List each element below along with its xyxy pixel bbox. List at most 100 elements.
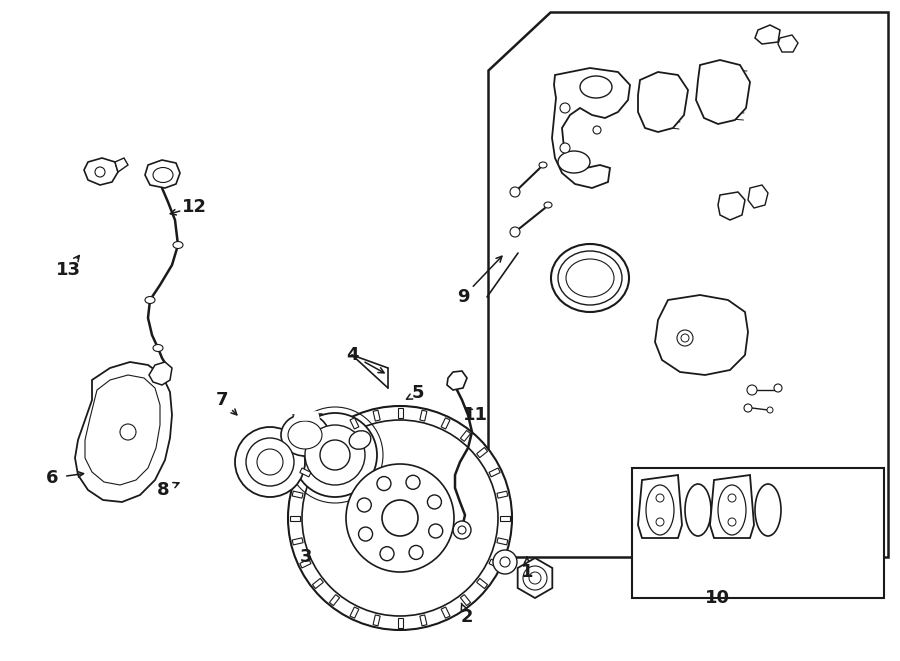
Text: 2: 2 — [461, 608, 473, 626]
Circle shape — [428, 524, 443, 538]
Circle shape — [510, 187, 520, 197]
Polygon shape — [85, 375, 160, 485]
Ellipse shape — [288, 421, 322, 449]
Circle shape — [377, 477, 391, 490]
Polygon shape — [638, 72, 688, 132]
Circle shape — [728, 518, 736, 526]
Text: 4: 4 — [346, 346, 358, 364]
Bar — [398, 618, 402, 628]
Circle shape — [677, 330, 693, 346]
Circle shape — [500, 557, 510, 567]
Polygon shape — [778, 35, 798, 52]
Bar — [312, 578, 323, 588]
Ellipse shape — [551, 244, 629, 312]
Polygon shape — [447, 371, 467, 390]
Polygon shape — [518, 558, 553, 598]
Circle shape — [523, 566, 547, 590]
Bar — [374, 615, 380, 626]
Circle shape — [257, 449, 283, 475]
Bar — [441, 418, 450, 429]
Polygon shape — [710, 475, 754, 538]
Polygon shape — [293, 411, 320, 421]
Polygon shape — [655, 295, 748, 375]
Circle shape — [728, 494, 736, 502]
Polygon shape — [145, 160, 180, 188]
Circle shape — [747, 385, 757, 395]
Circle shape — [246, 438, 294, 486]
Bar — [477, 447, 488, 457]
Bar — [292, 538, 303, 545]
Circle shape — [358, 527, 373, 541]
Polygon shape — [75, 362, 172, 502]
Circle shape — [493, 550, 517, 574]
Text: 9: 9 — [456, 288, 469, 306]
Polygon shape — [552, 68, 630, 188]
Circle shape — [305, 425, 365, 485]
Bar — [441, 607, 450, 618]
Bar — [477, 578, 488, 588]
Bar — [500, 516, 510, 520]
Circle shape — [410, 545, 423, 559]
Circle shape — [428, 495, 441, 509]
Circle shape — [744, 404, 752, 412]
Circle shape — [453, 521, 471, 539]
Circle shape — [293, 413, 377, 497]
Bar — [419, 615, 427, 626]
Circle shape — [320, 440, 350, 470]
Circle shape — [406, 475, 420, 489]
Bar — [329, 595, 339, 605]
Circle shape — [382, 500, 418, 536]
Ellipse shape — [153, 167, 173, 182]
Text: 11: 11 — [463, 406, 488, 424]
Bar — [350, 418, 359, 429]
Circle shape — [529, 572, 541, 584]
Bar — [374, 410, 380, 421]
Text: 12: 12 — [182, 198, 206, 216]
Ellipse shape — [539, 162, 547, 168]
Ellipse shape — [580, 76, 612, 98]
Circle shape — [302, 420, 498, 616]
Text: 5: 5 — [412, 384, 424, 402]
Text: 6: 6 — [46, 469, 58, 487]
Bar — [461, 430, 471, 442]
Polygon shape — [755, 25, 780, 44]
Bar — [461, 595, 471, 605]
Bar — [489, 468, 500, 477]
Ellipse shape — [349, 431, 371, 449]
Ellipse shape — [173, 241, 183, 249]
Circle shape — [774, 384, 782, 392]
Ellipse shape — [281, 414, 329, 456]
Bar — [292, 491, 303, 498]
Circle shape — [560, 103, 570, 113]
Bar — [419, 410, 427, 421]
Polygon shape — [638, 475, 682, 538]
Text: 1: 1 — [521, 563, 533, 581]
Ellipse shape — [153, 344, 163, 352]
Circle shape — [95, 167, 105, 177]
Circle shape — [235, 427, 305, 497]
Ellipse shape — [558, 151, 590, 173]
Circle shape — [681, 334, 689, 342]
Ellipse shape — [755, 484, 781, 536]
Polygon shape — [115, 158, 128, 172]
Circle shape — [510, 227, 520, 237]
Ellipse shape — [558, 251, 622, 305]
Bar — [300, 559, 311, 568]
Polygon shape — [149, 362, 172, 385]
Bar — [350, 607, 359, 618]
Circle shape — [458, 526, 466, 534]
Polygon shape — [748, 185, 768, 208]
Circle shape — [357, 498, 372, 512]
Circle shape — [593, 126, 601, 134]
Ellipse shape — [646, 485, 674, 535]
Ellipse shape — [566, 259, 614, 297]
Text: 3: 3 — [300, 548, 312, 566]
Ellipse shape — [544, 202, 552, 208]
Circle shape — [560, 143, 570, 153]
Text: 8: 8 — [157, 481, 169, 499]
Bar — [329, 430, 339, 442]
Polygon shape — [696, 60, 750, 124]
Circle shape — [656, 494, 664, 502]
Polygon shape — [488, 12, 888, 557]
Circle shape — [380, 547, 394, 561]
